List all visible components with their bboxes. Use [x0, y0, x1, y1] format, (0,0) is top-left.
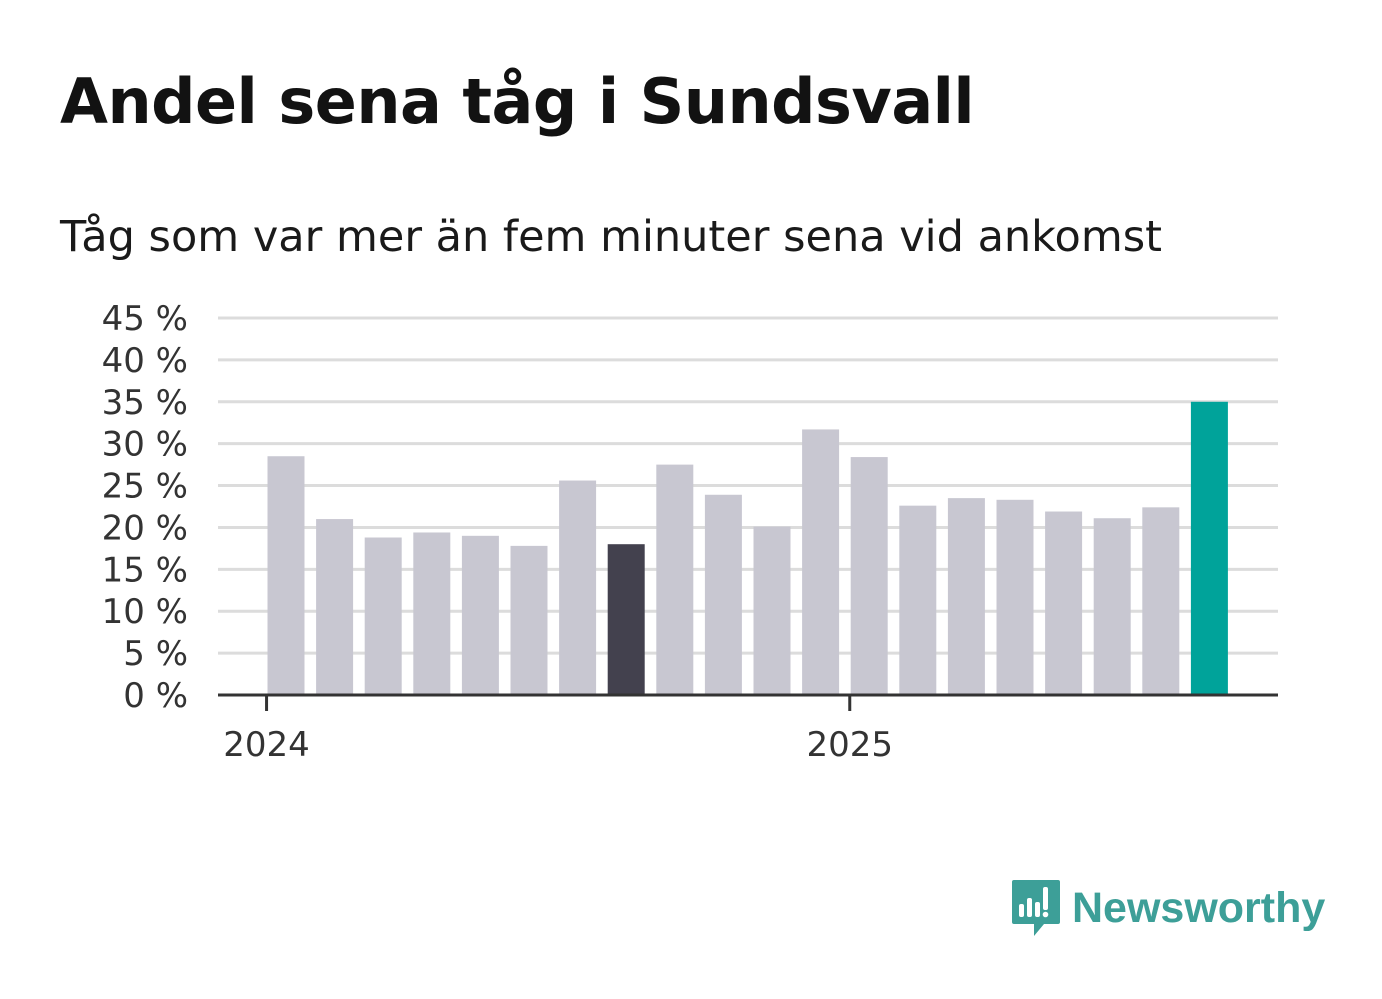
- bar: [267, 456, 305, 695]
- chart-title: Andel sena tåg i Sundsvall: [60, 65, 975, 138]
- bar: [802, 429, 840, 695]
- x-tick-label: 2024: [223, 725, 310, 765]
- bar: [947, 498, 985, 695]
- bar: [656, 464, 694, 695]
- bar: [704, 494, 742, 695]
- y-tick-label: 45 %: [102, 299, 188, 339]
- brand-logo: Newsworthy: [1010, 878, 1325, 938]
- y-tick-label: 0 %: [123, 676, 188, 716]
- bar: [996, 499, 1034, 695]
- y-tick-label: 25 %: [102, 467, 188, 507]
- y-tick-label: 30 %: [102, 425, 188, 465]
- bar: [364, 537, 402, 695]
- brand-name: Newsworthy: [1072, 883, 1326, 932]
- y-tick-label: 5 %: [123, 634, 188, 674]
- bar: [1190, 401, 1228, 695]
- y-tick-label: 35 %: [102, 383, 188, 423]
- y-tick-label: 40 %: [102, 341, 188, 381]
- bar: [753, 526, 791, 695]
- bar: [559, 480, 597, 695]
- bar: [1142, 507, 1180, 695]
- bar: [510, 545, 548, 695]
- bar: [1045, 511, 1083, 695]
- bar: [413, 532, 451, 695]
- newsworthy-logo-icon: [1012, 880, 1060, 936]
- bar: [461, 535, 499, 695]
- bar: [1093, 518, 1131, 695]
- x-tick-label: 2025: [806, 725, 893, 765]
- bar: [850, 457, 888, 695]
- bar: [316, 519, 354, 695]
- y-tick-label: 15 %: [102, 550, 188, 590]
- chart-subtitle: Tåg som var mer än fem minuter sena vid …: [60, 212, 1163, 262]
- y-tick-label: 20 %: [102, 508, 188, 548]
- bar: [899, 505, 937, 695]
- bar: [607, 544, 645, 695]
- y-tick-label: 10 %: [102, 592, 188, 632]
